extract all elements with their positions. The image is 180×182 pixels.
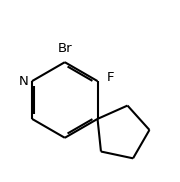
Text: N: N bbox=[19, 75, 28, 88]
Text: Br: Br bbox=[57, 42, 72, 55]
Text: F: F bbox=[107, 71, 114, 84]
